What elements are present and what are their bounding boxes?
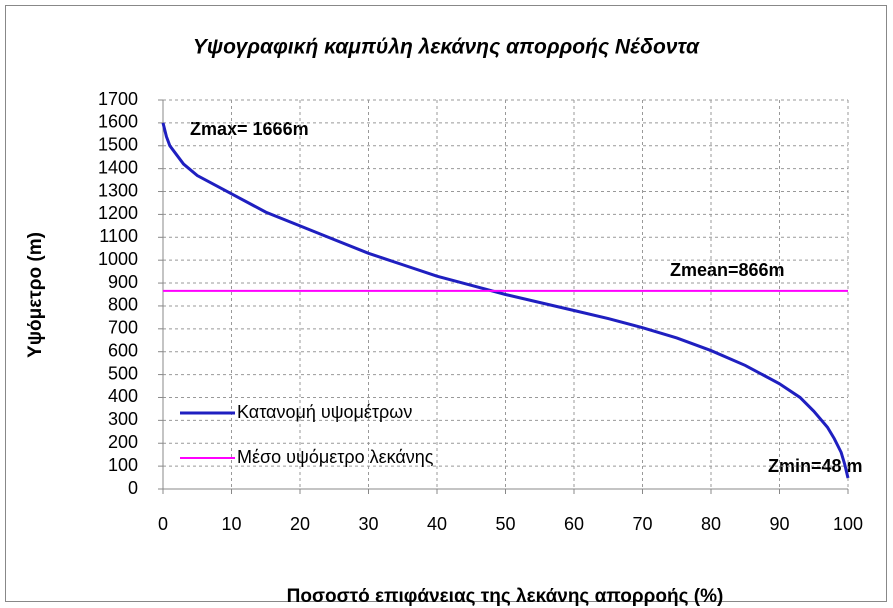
y-tick-label: 800 [108,295,138,315]
y-tick-label: 100 [108,455,138,475]
y-axis-title: Υψόμετρο (m) [25,232,46,358]
y-tick-label: 300 [108,409,138,429]
x-tick-label: 10 [221,514,241,534]
chart-title: Υψογραφική καμπύλη λεκάνης απορροής Νέδο… [193,36,700,59]
y-tick-label: 1500 [98,135,138,155]
data-line [161,122,850,479]
x-tick-label: 20 [290,514,310,534]
annotation: Zmin=48 m [768,456,863,476]
x-tick-label: 90 [769,514,789,534]
x-tick-label: 50 [495,514,515,534]
annotation: Zmax= 1666m [190,119,309,139]
legend-label: Μέσο υψόμετρο λεκάνης [237,447,434,467]
annotation: Zmean=866m [670,260,785,280]
x-tick-label: 0 [158,514,168,534]
x-tick-label: 60 [564,514,584,534]
chart-border [5,5,887,602]
x-axis-title: Ποσοστό επιφάνειας της λεκάνης απορροής … [287,586,724,607]
y-tick-label: 1100 [99,226,138,246]
legend-label: Κατανομή υψομέτρων [237,402,412,422]
y-tick-label: 1000 [98,249,138,269]
y-tick-label: 700 [108,318,138,338]
y-tick-label: 400 [108,386,138,406]
y-tick-label: 600 [108,340,138,360]
y-tick-label: 200 [108,432,138,452]
y-tick-label: 1400 [98,157,138,177]
y-tick-label: 1300 [98,180,138,200]
x-tick-label: 80 [701,514,721,534]
y-tick-label: 500 [108,363,138,383]
y-tick-label: 900 [108,272,138,292]
y-tick-label: 1700 [98,89,138,109]
y-tick-label: 0 [128,478,138,498]
x-tick-label: 100 [833,514,863,534]
y-tick-label: 1600 [98,112,138,132]
y-tick-label: 1200 [98,203,138,223]
x-tick-label: 30 [358,514,378,534]
x-tick-label: 40 [427,514,447,534]
x-tick-label: 70 [632,514,652,534]
